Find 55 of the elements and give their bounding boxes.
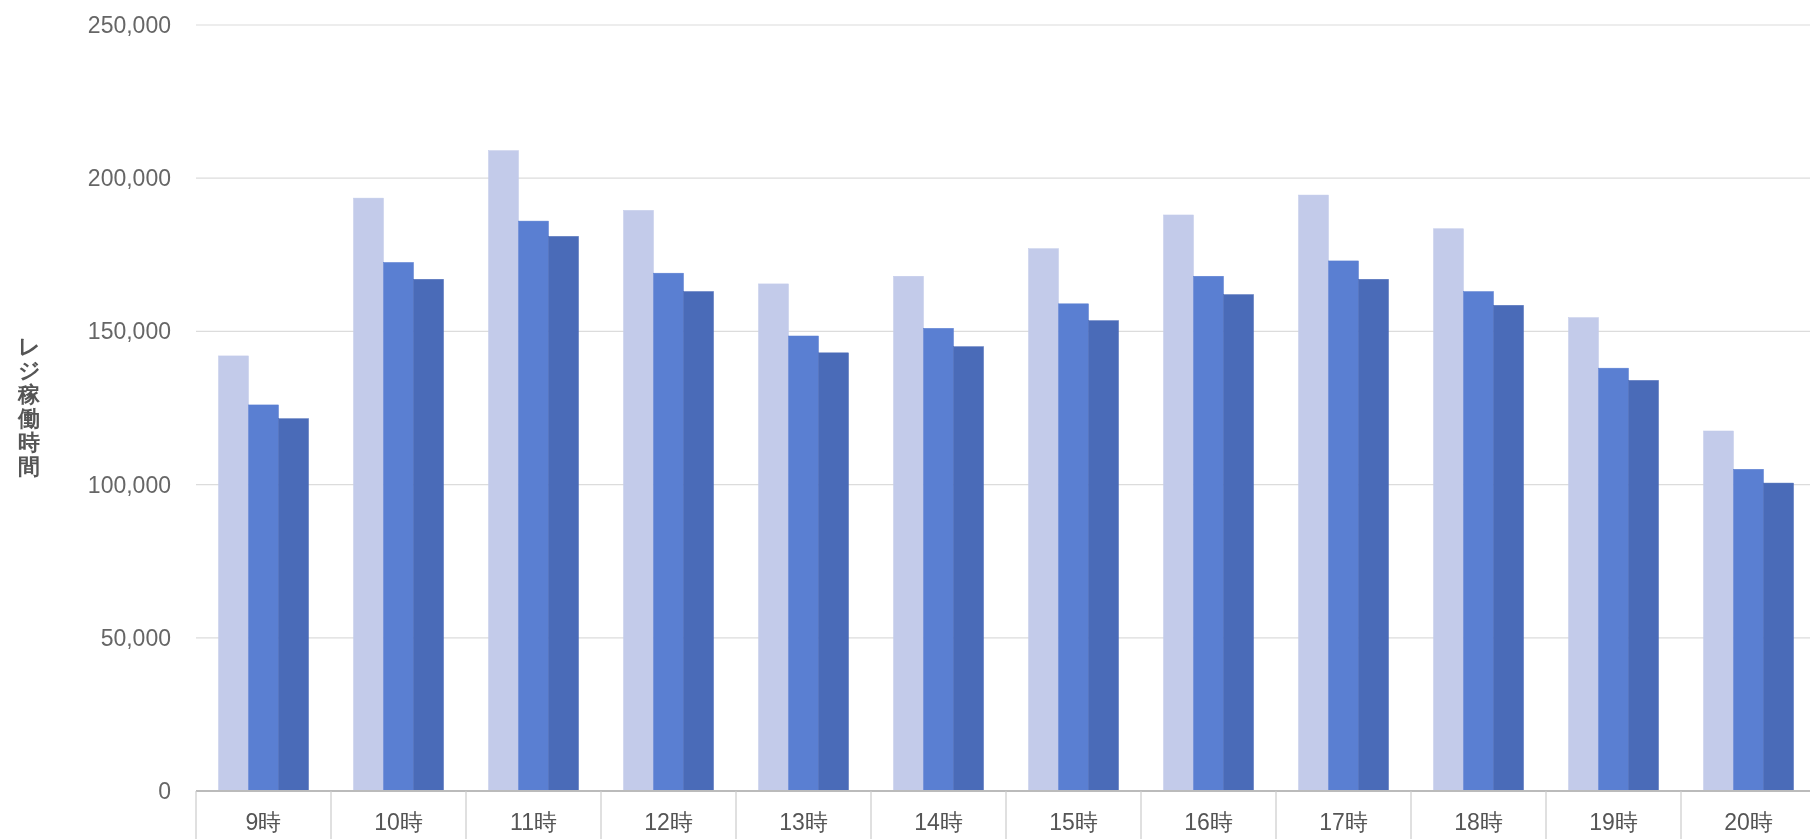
bar: [1568, 317, 1599, 792]
bar: [1223, 294, 1254, 792]
bar: [923, 328, 954, 792]
y-axis-title: レジ稼働時間: [17, 334, 41, 479]
x-tick-label: 19時: [1589, 809, 1638, 835]
bar: [1703, 430, 1734, 792]
x-tick-label: 11時: [510, 809, 557, 835]
bar: [1598, 367, 1629, 792]
bar: [1328, 260, 1359, 792]
bar: [383, 262, 414, 792]
y-tick-label: 150,000: [87, 318, 171, 345]
bar: [518, 220, 549, 792]
x-tick-label: 14時: [914, 809, 963, 835]
bar: [1058, 303, 1089, 792]
x-tick-label: 9時: [245, 809, 282, 835]
x-tick-label: 12時: [644, 809, 693, 835]
bar: [1163, 214, 1194, 792]
bar: [488, 150, 519, 792]
x-tick-label: 16時: [1184, 809, 1233, 835]
bar: [623, 210, 654, 792]
y-tick-label: 250,000: [87, 12, 171, 38]
bar: [548, 236, 579, 792]
bar: [1493, 305, 1524, 792]
x-tick-label: 10時: [374, 809, 423, 835]
bar: [1028, 248, 1059, 792]
bar: [953, 346, 984, 792]
bar: [1088, 320, 1119, 792]
x-tick-label: 15時: [1049, 809, 1098, 835]
y-tick-label: 100,000: [87, 471, 171, 498]
bar: [1763, 482, 1794, 792]
bar: [1298, 194, 1329, 792]
bar: [788, 335, 819, 792]
x-tick-label: 18時: [1454, 809, 1503, 835]
bar: [818, 352, 849, 792]
y-tick-label: 0: [158, 778, 171, 804]
bar: [353, 197, 384, 792]
bar: [758, 283, 789, 792]
bar: [278, 418, 309, 792]
bar: [683, 291, 714, 792]
bar: [248, 404, 279, 792]
bar: [1733, 469, 1764, 792]
y-tick-label: 200,000: [87, 165, 171, 192]
bar: [1463, 291, 1494, 792]
x-tick-label: 17時: [1319, 809, 1368, 835]
bar: [413, 279, 444, 792]
bar: [1628, 380, 1659, 792]
bar: [653, 272, 684, 792]
bar: [1358, 279, 1389, 792]
bar: [893, 276, 924, 792]
x-tick-label: 13時: [779, 809, 828, 835]
bar: [1193, 276, 1224, 792]
y-tick-label: 50,000: [100, 624, 171, 651]
bar: [218, 355, 249, 792]
x-tick-label: 20時: [1724, 809, 1773, 835]
bar: [1433, 228, 1464, 792]
